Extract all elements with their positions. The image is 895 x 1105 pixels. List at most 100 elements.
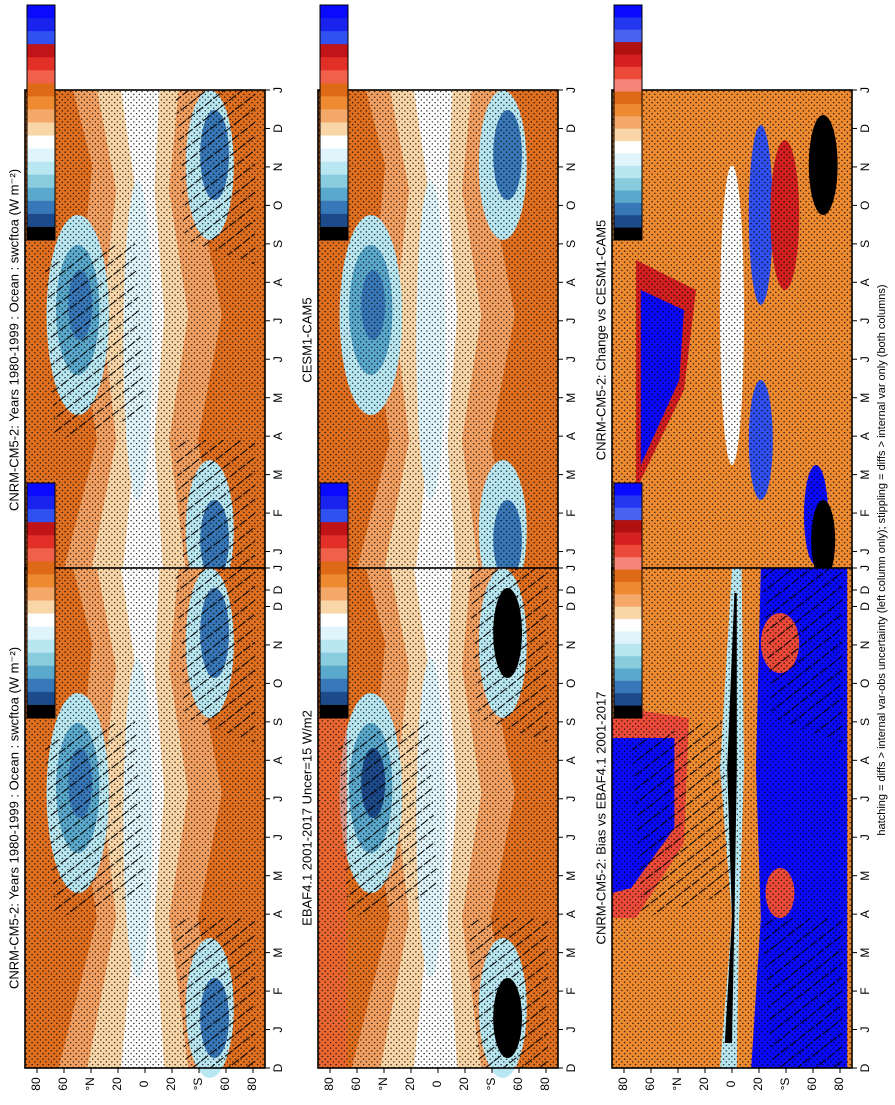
month-tick-label: J — [858, 549, 872, 555]
lat-tick-label: 60 — [218, 1077, 232, 1091]
colorbar-swatch — [614, 532, 642, 546]
colorbar-swatch — [614, 643, 642, 657]
month-tick-label: S — [858, 718, 872, 726]
panel-title: CNRM-CM5-2: Years 1980-1999 : Ocean : sw… — [6, 647, 21, 989]
colorbar-swatch — [320, 665, 348, 680]
month-tick-label: O — [271, 679, 285, 688]
lat-tick-label: 0 — [724, 1080, 738, 1087]
month-tick-label: D — [858, 585, 872, 594]
month-tick-label: N — [858, 641, 872, 650]
colorbar-swatch — [27, 561, 55, 575]
colorbar-swatch — [27, 509, 55, 523]
stipple-overlay — [612, 90, 852, 590]
colorbar-swatch — [320, 213, 348, 228]
panel-title: CNRM-CM5-2: Bias vs EBAF4.1 2001-2017 — [593, 692, 608, 945]
lat-tick-label: 60 — [805, 1077, 819, 1091]
colorbar-frame — [613, 482, 643, 719]
month-tick-label: D — [271, 1063, 285, 1072]
month-tick-label: A — [271, 910, 285, 918]
colorbar-frame — [26, 4, 56, 241]
colorbar-swatch — [320, 652, 348, 667]
month-tick-label: J — [271, 87, 285, 93]
month-tick-label: D — [564, 585, 578, 594]
colorbar-swatch — [614, 656, 642, 670]
colorbar-swatch — [614, 569, 642, 583]
month-tick-label: J — [564, 318, 578, 324]
lat-tick-label: 80 — [245, 1077, 259, 1091]
month-tick-label: N — [271, 163, 285, 172]
month-tick-label: S — [564, 240, 578, 248]
colorbar-swatch — [27, 70, 55, 84]
colorbar-swatch — [27, 226, 55, 241]
month-tick-label: A — [858, 432, 872, 440]
colorbar-swatch — [614, 116, 642, 130]
colorbar-swatch — [27, 652, 55, 667]
colorbar-swatch — [320, 574, 348, 588]
colorbar-swatch — [614, 557, 642, 571]
colorbar-swatch — [614, 29, 642, 43]
map-panel-p1: 80 60 °N 20 0 20 °S 60 80 D J F M A M J J A S O N D J CNRM-CM5-… — [6, 565, 285, 1091]
month-tick-label: A — [564, 432, 578, 440]
month-tick-label: A — [271, 278, 285, 286]
colorbar-swatch — [320, 57, 348, 71]
month-tick-label: A — [858, 910, 872, 918]
month-tick-label: M — [564, 871, 578, 881]
month-tick-label: J — [858, 565, 872, 571]
month-tick-label: F — [271, 509, 285, 516]
colorbar-frame — [319, 482, 349, 719]
colorbar-swatch — [27, 678, 55, 693]
map-panel-p3: 80 60 °N 20 0 20 °S 60 80 D J F M A M J J A S O N D J EBAF4.1 2… — [299, 565, 578, 1091]
colorbar-swatch — [320, 704, 348, 719]
colorbar-swatch — [320, 70, 348, 84]
colorbar — [613, 482, 643, 719]
month-tick-label: J — [271, 834, 285, 840]
colorbar-swatch — [614, 581, 642, 595]
month-tick-label: O — [271, 201, 285, 210]
month-tick-label: J — [858, 87, 872, 93]
lat-tick-label: 20 — [697, 1077, 711, 1091]
colorbar-swatch — [614, 42, 642, 55]
lat-tick-label: 20 — [457, 1077, 471, 1091]
month-tick-label: M — [271, 948, 285, 958]
colorbar-swatch — [27, 574, 55, 588]
lat-tick-label: 80 — [832, 1077, 846, 1091]
colorbar-swatch — [320, 600, 348, 615]
lat-tick-label: 80 — [616, 1077, 630, 1091]
month-tick-label: J — [271, 318, 285, 324]
month-tick-label: O — [564, 679, 578, 688]
panel-title: EBAF4.1 2001-2017 Uncer=15 W/m2 — [299, 710, 314, 926]
colorbar-swatch — [27, 200, 55, 215]
month-tick-label: D — [271, 124, 285, 133]
hatch-overlay — [45, 568, 255, 1068]
colorbar-swatch — [614, 606, 642, 620]
lat-tick-label: 0 — [137, 1080, 151, 1087]
colorbar-swatch — [320, 109, 348, 123]
colorbar-frame — [26, 482, 56, 719]
colorbar-frame — [319, 4, 349, 241]
month-tick-label: F — [564, 987, 578, 994]
colorbar-swatch — [27, 704, 55, 719]
colorbar-swatch — [614, 91, 642, 105]
month-tick-label: M — [271, 470, 285, 480]
colorbar-swatch — [614, 215, 642, 229]
colorbar-swatch — [614, 520, 642, 533]
colorbar-swatch — [320, 44, 348, 58]
month-tick-label: S — [271, 240, 285, 248]
colorbar-swatch — [614, 5, 642, 18]
month-tick-label: J — [564, 87, 578, 93]
colorbar-swatch — [27, 44, 55, 58]
colorbar-swatch — [27, 691, 55, 706]
colorbar-swatch — [27, 483, 55, 497]
map-panel-p4: 8060°N20020°S6080DJFMAMJJASONDJCESM1-CAM… — [299, 87, 578, 613]
month-tick-label: J — [271, 796, 285, 802]
colorbar-swatch — [614, 178, 642, 192]
colorbar-swatch — [614, 202, 642, 216]
month-tick-label: J — [564, 834, 578, 840]
colorbar-swatch — [614, 141, 642, 154]
colorbar-swatch — [614, 54, 642, 68]
colorbar-swatch — [614, 631, 642, 645]
colorbar — [319, 4, 349, 241]
colorbar — [319, 482, 349, 719]
month-tick-label: D — [271, 602, 285, 611]
hatch-overlay — [632, 568, 842, 1068]
